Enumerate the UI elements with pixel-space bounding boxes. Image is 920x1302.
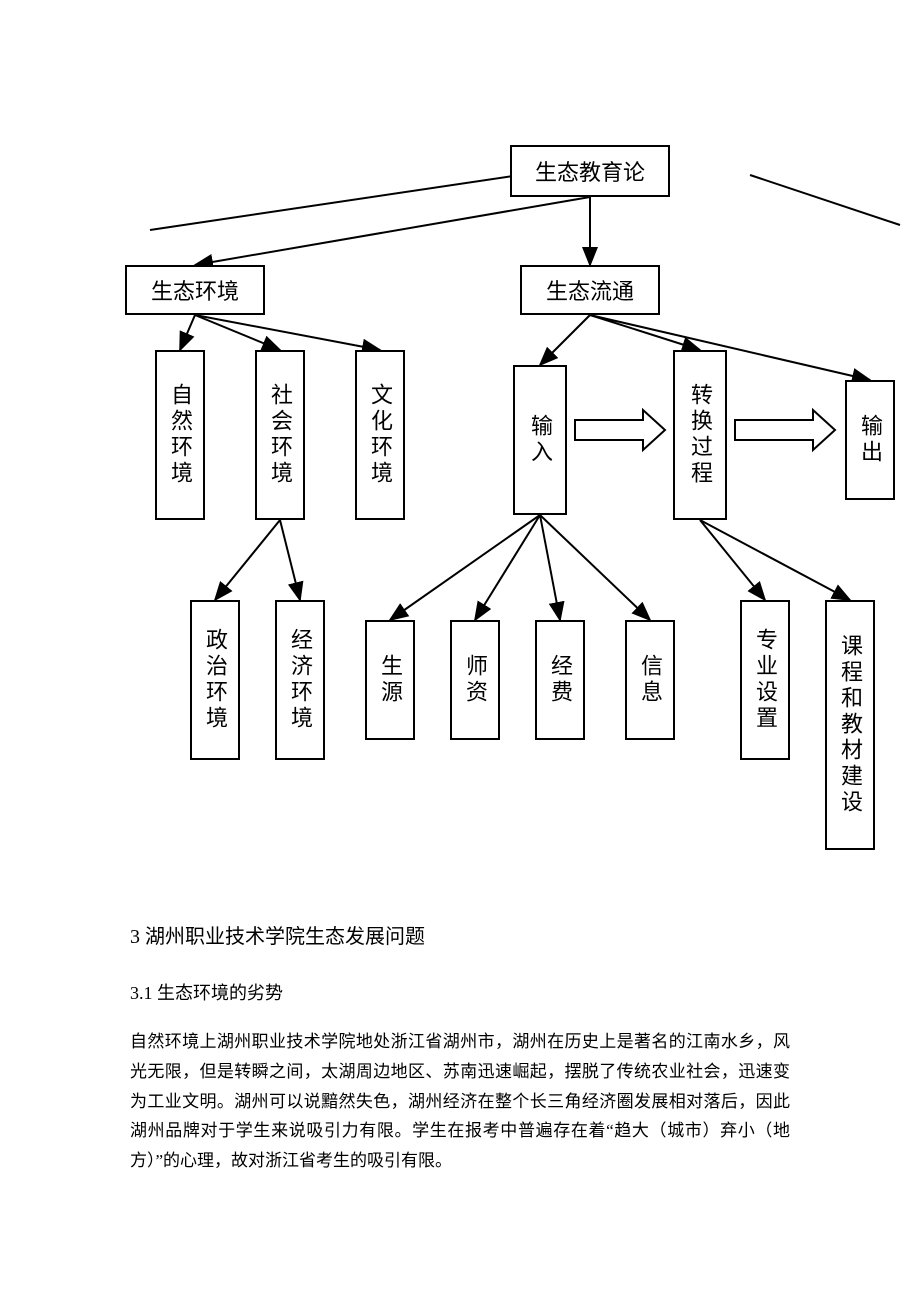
node-root: 生态教育论	[510, 145, 670, 197]
diagram-container: 生态教育论生态环境 生态流通自然环境社会环境文化环境 输入 转换过程 输出政治环境经济环…	[0, 0, 920, 880]
text-section: 3 湖州职业技术学院生态发展问题 3.1 生态环境的劣势 自然环境上湖州职业技术…	[0, 880, 920, 1236]
root-extra-line-1	[750, 175, 900, 225]
block-arrow-1	[735, 410, 835, 450]
node-cul_env: 文化环境	[355, 350, 405, 520]
node-major: 专业设置	[740, 600, 790, 760]
edge-flow-output	[590, 315, 870, 380]
section-paragraph: 自然环境上湖州职业技术学院地处浙江省湖州市，湖州在历史上是著名的江南水乡，风光无…	[130, 1027, 790, 1176]
node-eco_env: 经济环境	[275, 600, 325, 760]
edge-input-faculty	[475, 515, 540, 620]
node-pol_env: 政治环境	[190, 600, 240, 760]
node-input: 输入	[513, 365, 567, 515]
edge-input-stu_src	[390, 515, 540, 620]
node-flow: 生态流通	[520, 265, 660, 315]
section-heading-3: 3 湖州职业技术学院生态发展问题	[130, 920, 790, 949]
edge-process-major	[700, 520, 765, 600]
edge-env-cul_env	[195, 315, 380, 350]
block-arrow-0	[575, 410, 665, 450]
node-nat_env: 自然环境	[155, 350, 205, 520]
edge-input-info	[540, 515, 650, 620]
node-faculty: 师资	[450, 620, 500, 740]
edge-flow-process	[590, 315, 700, 350]
edge-process-course	[700, 520, 850, 600]
edge-root-env	[195, 197, 590, 265]
edge-soc_env-pol_env	[215, 520, 280, 600]
node-funding: 经费	[535, 620, 585, 740]
edge-input-funding	[540, 515, 560, 620]
edge-env-soc_env	[195, 315, 280, 350]
section-heading-3-1: 3.1 生态环境的劣势	[130, 979, 790, 1005]
root-extra-line-0	[150, 175, 520, 230]
node-info: 信息	[625, 620, 675, 740]
node-env: 生态环境	[125, 265, 265, 315]
node-soc_env: 社会环境	[255, 350, 305, 520]
edge-env-nat_env	[180, 315, 195, 350]
edge-flow-input	[540, 315, 590, 365]
edge-soc_env-eco_env	[280, 520, 300, 600]
node-output: 输出	[845, 380, 895, 500]
node-stu_src: 生源	[365, 620, 415, 740]
node-process: 转换过程	[673, 350, 727, 520]
node-course: 课程和教材建设	[825, 600, 875, 850]
